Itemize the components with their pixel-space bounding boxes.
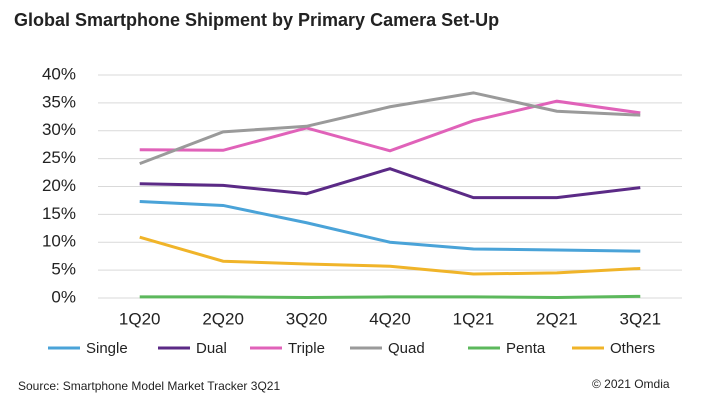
y-tick-label: 20% (42, 176, 76, 195)
chart-title: Global Smartphone Shipment by Primary Ca… (14, 10, 499, 30)
series-line (139, 91, 641, 166)
series-line (139, 294, 641, 299)
x-tick-label: 3Q21 (619, 309, 661, 328)
copyright: © 2021 Omdia (592, 377, 670, 391)
legend-label: Quad (388, 340, 425, 357)
x-tick-label: 2Q21 (536, 309, 578, 328)
series-line (139, 99, 641, 153)
x-tick-label: 1Q20 (119, 309, 161, 328)
y-tick-label: 5% (51, 260, 76, 279)
y-tick-label: 10% (42, 232, 76, 251)
y-tick-label: 25% (42, 148, 76, 167)
series-line (139, 235, 641, 276)
y-tick-label: 40% (42, 64, 76, 83)
y-tick-label: 30% (42, 120, 76, 139)
series-line (139, 167, 641, 200)
legend-label: Dual (196, 340, 227, 357)
y-tick-label: 0% (51, 287, 76, 306)
x-tick-label: 3Q20 (286, 309, 328, 328)
series-line (139, 200, 641, 253)
y-tick-label: 15% (42, 204, 76, 223)
legend-label: Single (86, 340, 128, 357)
legend-label: Penta (506, 340, 546, 357)
legend-label: Others (610, 340, 655, 357)
legend-label: Triple (288, 340, 325, 357)
x-tick-label: 1Q21 (453, 309, 495, 328)
source: Source: Smartphone Model Market Tracker … (18, 379, 280, 393)
x-tick-label: 2Q20 (202, 309, 244, 328)
x-tick-label: 4Q20 (369, 309, 411, 328)
y-tick-label: 35% (42, 92, 76, 111)
